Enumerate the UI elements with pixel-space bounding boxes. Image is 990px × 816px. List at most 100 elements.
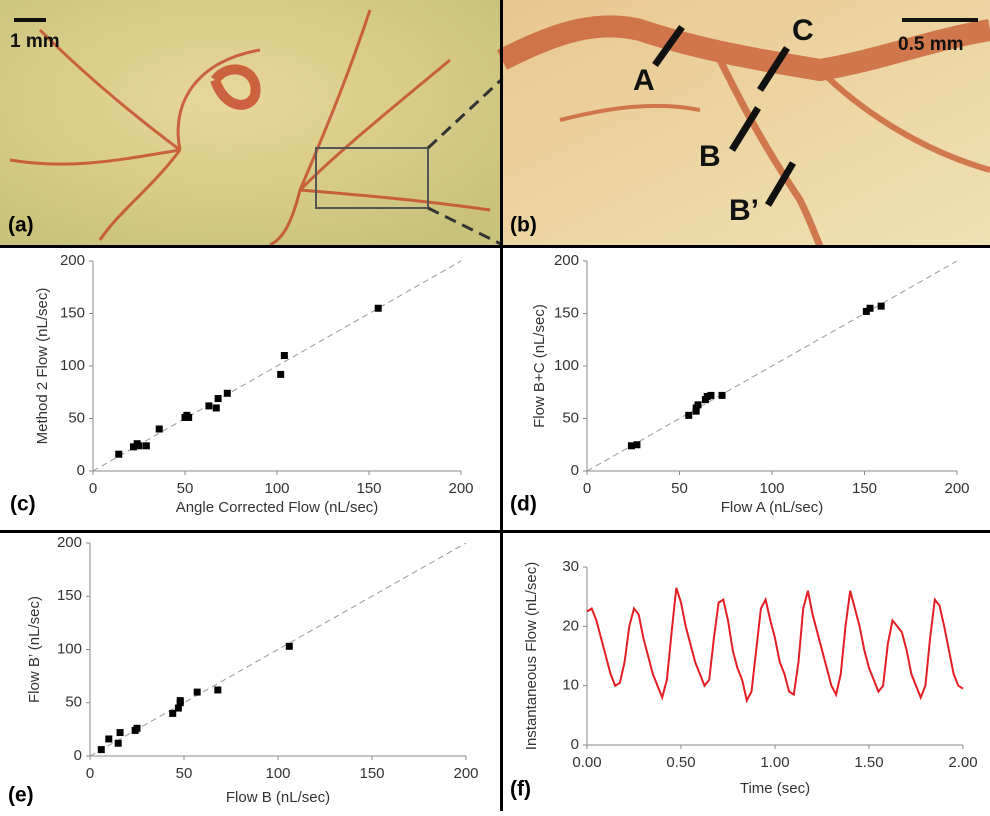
point xyxy=(142,442,150,450)
identity-line xyxy=(586,260,958,472)
marker-line xyxy=(757,46,790,92)
point xyxy=(135,442,143,450)
y-tick-label: 200 xyxy=(554,252,579,269)
zoom-line xyxy=(427,206,502,246)
point xyxy=(627,442,635,450)
y-axis-label: Instantaneous Flow (nL/sec) xyxy=(523,562,540,750)
vessels-a xyxy=(9,9,491,247)
panel-label: (e) xyxy=(8,784,34,807)
inset-box xyxy=(315,147,429,209)
y-tick-label: 150 xyxy=(57,587,82,604)
point xyxy=(866,304,874,312)
point xyxy=(214,686,222,694)
point xyxy=(174,704,182,712)
x-axis-label: Flow A (nL/sec) xyxy=(721,499,824,516)
x-tick-label: 50 xyxy=(671,480,688,497)
point xyxy=(155,425,163,433)
scale-label: 0.5 mm xyxy=(898,34,963,55)
x-tick-label: 0.50 xyxy=(666,754,695,771)
point xyxy=(694,401,702,409)
y-tick-label: 30 xyxy=(562,558,579,575)
x-axis-label: Flow B (nL/sec) xyxy=(226,789,330,806)
y-axis-label: Flow B+C (nL/sec) xyxy=(531,304,548,428)
y-tick-label: 0 xyxy=(77,462,85,479)
point xyxy=(97,746,105,754)
marker-label: B’ xyxy=(729,194,759,227)
panel-label: (b) xyxy=(510,214,537,237)
x-tick-label: 150 xyxy=(852,480,877,497)
x-axis-label: Angle Corrected Flow (nL/sec) xyxy=(176,499,379,516)
vessels-b xyxy=(496,15,990,248)
y-tick-label: 100 xyxy=(554,357,579,374)
y-tick-label: 100 xyxy=(60,357,85,374)
point xyxy=(223,389,231,397)
x-tick-label: 100 xyxy=(759,480,784,497)
y-tick-label: 0 xyxy=(571,736,579,753)
x-tick-label: 200 xyxy=(944,480,969,497)
panel-label: (a) xyxy=(8,214,34,237)
point xyxy=(374,304,382,312)
marker-line xyxy=(652,24,685,68)
identity-line xyxy=(92,260,462,472)
point xyxy=(214,395,222,403)
point xyxy=(205,402,213,410)
scale-label: 1 mm xyxy=(10,31,60,52)
y-axis-label: Method 2 Flow (nL/sec) xyxy=(34,288,51,445)
y-tick-label: 50 xyxy=(562,409,579,426)
y-tick-label: 20 xyxy=(562,617,579,634)
x-tick-label: 0 xyxy=(86,765,94,782)
photo-a xyxy=(0,0,501,246)
y-tick-label: 200 xyxy=(60,252,85,269)
flow-line xyxy=(586,587,964,704)
marker-line xyxy=(764,161,797,207)
x-tick-label: 100 xyxy=(265,765,290,782)
x-tick-label: 150 xyxy=(356,480,381,497)
point xyxy=(280,352,288,359)
x-tick-label: 2.00 xyxy=(948,754,977,771)
x-tick-label: 1.50 xyxy=(854,754,883,771)
zoom-line xyxy=(426,78,503,150)
point xyxy=(685,411,693,419)
y-tick-label: 0 xyxy=(74,747,82,764)
point xyxy=(115,450,123,458)
identity-line xyxy=(89,542,467,757)
panel-label: (c) xyxy=(10,493,36,516)
point xyxy=(116,729,124,737)
marker-line xyxy=(729,106,761,152)
y-tick-label: 100 xyxy=(57,640,82,657)
point xyxy=(193,688,201,696)
y-tick-label: 200 xyxy=(57,534,82,551)
marker-label: A xyxy=(633,64,655,97)
point xyxy=(285,642,293,650)
x-tick-label: 0 xyxy=(583,480,591,497)
x-tick-label: 200 xyxy=(453,765,478,782)
x-tick-label: 0 xyxy=(89,480,97,497)
y-tick-label: 50 xyxy=(65,694,82,711)
point xyxy=(129,443,137,451)
point xyxy=(105,735,113,743)
y-tick-label: 0 xyxy=(571,462,579,479)
marker-label: C xyxy=(792,14,814,47)
y-tick-label: 150 xyxy=(554,304,579,321)
point xyxy=(877,302,885,310)
x-tick-label: 150 xyxy=(359,765,384,782)
point xyxy=(185,413,193,421)
point xyxy=(862,307,870,315)
x-tick-label: 50 xyxy=(177,480,194,497)
y-tick-label: 50 xyxy=(68,409,85,426)
point xyxy=(169,709,177,717)
y-tick-label: 150 xyxy=(60,304,85,321)
point xyxy=(633,441,641,449)
x-axis-label: Time (sec) xyxy=(740,780,810,797)
point xyxy=(133,724,141,732)
x-tick-label: 50 xyxy=(176,765,193,782)
y-axis-label: Flow B’ (nL/sec) xyxy=(26,596,43,703)
point xyxy=(176,697,184,705)
panel-label: (d) xyxy=(510,493,537,516)
x-tick-label: 100 xyxy=(264,480,289,497)
marker-label: B xyxy=(699,140,721,173)
point xyxy=(277,370,285,378)
panel-label: (f) xyxy=(510,778,531,801)
point xyxy=(703,392,711,400)
